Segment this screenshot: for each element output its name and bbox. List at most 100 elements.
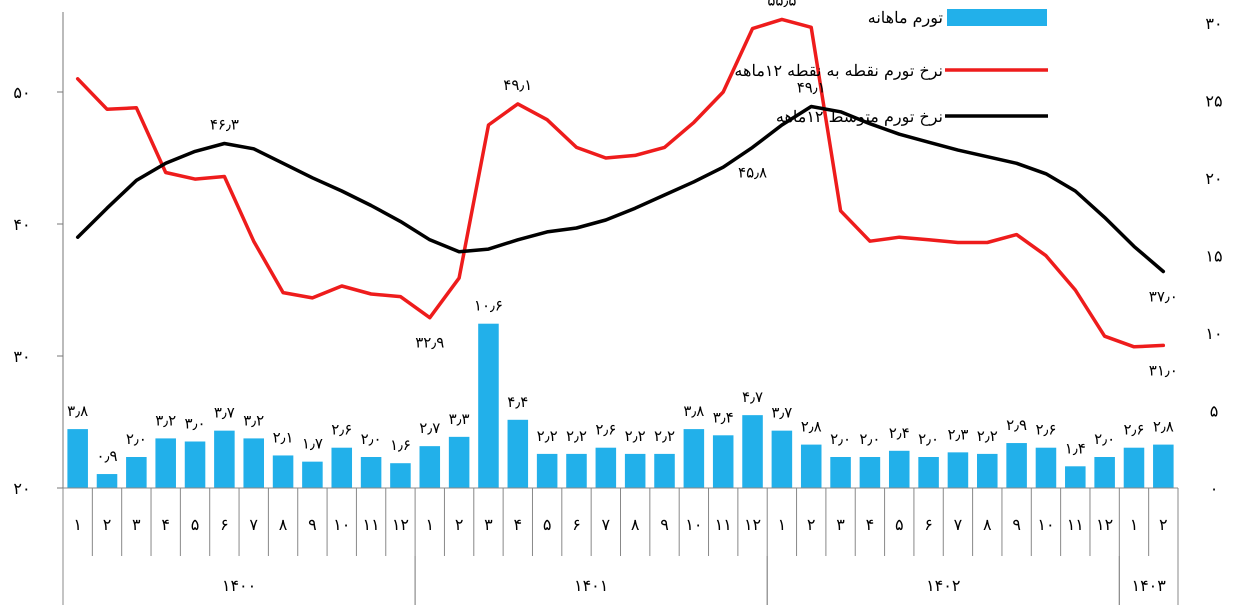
bar: [448, 436, 470, 488]
month-label: ۱: [778, 515, 787, 534]
left-axis: ۲۰ ۳۰ ۴۰ ۵۰: [13, 12, 64, 498]
line-annotations: ۳۲٫۹ ۴۹٫۱ ۵۵٫۵ ۳۱٫۰ ۴۶٫۳ ۴۵٫۸ ۴۹٫۱ ۳۷٫۰: [210, 0, 1178, 379]
line-data-label: ۳۲٫۹: [415, 334, 444, 352]
bar-data-label: ۲٫۰: [859, 430, 880, 448]
bar: [214, 430, 235, 488]
bar: [830, 457, 851, 488]
left-axis-tick-label: ۳۰: [13, 347, 30, 366]
month-label: ۸: [279, 515, 288, 534]
bar-data-label: ۲٫۶: [595, 421, 616, 439]
monthly-inflation-bars: [67, 323, 1174, 488]
bar-data-label: ۲٫۶: [331, 421, 352, 439]
bar: [566, 453, 587, 488]
bar-data-label: ۳٫۳: [449, 410, 470, 428]
bar-data-label: ۳٫۷: [771, 404, 792, 422]
bar-data-label: ۳٫۰: [185, 415, 206, 433]
legend: تورم ماهانه نرخ تورم نقطه به نقطه ۱۲ماهه ن…: [734, 8, 1048, 126]
bar: [859, 457, 881, 488]
bar-data-label: ۲٫۲: [537, 427, 558, 445]
bar-data-label: ۱٫۶: [390, 436, 411, 454]
legend-point-line-label: نرخ تورم نقطه به نقطه ۱۲ماهه: [734, 61, 943, 80]
month-label: ۱: [73, 515, 82, 534]
bar: [918, 457, 939, 488]
month-label: ۲: [807, 515, 816, 534]
bar: [155, 438, 176, 488]
month-label: ۶: [220, 515, 229, 534]
bar: [419, 446, 441, 488]
bar-data-label: ۲٫۲: [566, 427, 587, 445]
bar: [536, 453, 558, 488]
bar-data-label: ۲٫۰: [830, 430, 851, 448]
bar-data-label: ۱۰٫۶: [474, 297, 503, 315]
bar: [742, 415, 763, 488]
bar: [360, 457, 382, 488]
month-label: ۱: [1130, 515, 1139, 534]
bar-data-label: ۱٫۴: [1065, 439, 1086, 457]
month-label: ۷: [249, 515, 258, 534]
bar-data-label: ۳٫۲: [243, 411, 264, 429]
bar: [654, 453, 675, 488]
left-axis-tick-label: ۵۰: [13, 83, 30, 102]
bar: [947, 452, 969, 488]
month-label: ۱۱: [1067, 515, 1084, 534]
month-label: ۱۲: [392, 515, 409, 534]
month-label: ۷: [954, 515, 963, 534]
average-line: [75, 104, 1166, 274]
month-label: ۵: [191, 515, 200, 534]
bar-data-label: ۳٫۴: [713, 408, 734, 426]
bar: [126, 457, 147, 488]
month-label: ۶: [924, 515, 933, 534]
bar: [771, 430, 793, 488]
line-data-label: ۴۶٫۳: [210, 115, 239, 133]
bar: [888, 450, 910, 488]
bar-data-label: ۳٫۷: [214, 404, 235, 422]
bar: [977, 453, 998, 488]
bar-data-labels: ۳٫۸ ۰٫۹ ۲٫۰ ۳٫۲ ۳٫۰ ۳٫۷ ۳٫۲ ۲٫۱ ۱٫۷ ۲٫۶ ۲٫۰ ۱٫۶ ۲٫۷ ۳…: [67, 297, 1174, 465]
legend-bar-swatch: [947, 9, 1047, 26]
month-label: ۱۲: [1096, 515, 1113, 534]
month-label: ۱۰: [685, 515, 702, 534]
legend-average-line-label: نرخ تورم متوسط ۱۲ماهه: [776, 107, 943, 126]
month-label: ۶: [572, 515, 581, 534]
bar-data-label: ۲٫۰: [126, 430, 147, 448]
bar-data-label: ۲٫۲: [625, 427, 646, 445]
bar-data-label: ۲٫۴: [889, 424, 910, 442]
month-label: ۴: [514, 515, 523, 534]
bar: [712, 435, 734, 488]
bar: [96, 474, 118, 488]
right-axis-tick-label: ۲۰: [1205, 169, 1222, 188]
month-label: ۹: [660, 515, 669, 534]
bar: [478, 323, 499, 488]
month-label: ۳: [132, 515, 141, 534]
bar: [1006, 443, 1027, 488]
right-axis-tick-label: ۱۵: [1205, 247, 1222, 266]
bar: [683, 429, 705, 488]
month-label: ۱۲: [744, 515, 761, 534]
month-label: ۱: [425, 515, 434, 534]
legend-bar-label: تورم ماهانه: [868, 8, 943, 27]
month-label: ۵: [895, 515, 904, 534]
bar-data-label: ۳٫۸: [683, 402, 704, 420]
month-label: ۱۰: [1037, 515, 1054, 534]
bar-data-label: ۰٫۹: [97, 447, 118, 465]
bar-data-label: ۲٫۹: [1006, 416, 1027, 434]
bar: [800, 444, 822, 488]
month-label: ۳: [836, 515, 845, 534]
month-label: ۷: [602, 515, 611, 534]
bar-data-label: ۴٫۴: [507, 393, 528, 411]
bar: [507, 419, 529, 488]
bar: [1123, 447, 1145, 488]
bar-data-label: ۲٫۲: [654, 427, 675, 445]
bar: [331, 447, 353, 488]
bar: [595, 447, 617, 488]
year-label: ۱۴۰۱: [574, 576, 608, 595]
month-label: ۹: [308, 515, 317, 534]
right-axis-tick-label: ۰: [1210, 479, 1219, 498]
month-label: ۱۰: [333, 515, 350, 534]
inflation-lines: [75, 17, 1166, 349]
right-axis: ۰ ۵ ۱۰ ۱۵ ۲۰ ۲۵ ۳۰: [1205, 14, 1222, 498]
bar: [302, 461, 323, 488]
month-label: ۵: [543, 515, 552, 534]
month-label: ۲: [455, 515, 464, 534]
